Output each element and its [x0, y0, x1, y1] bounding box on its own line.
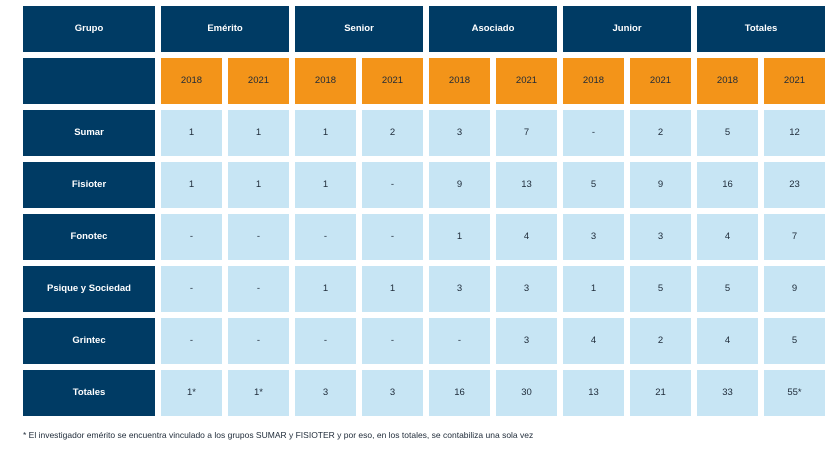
year-header: 2021 [764, 58, 825, 104]
table-cell: 5 [697, 266, 758, 312]
table-cell: 5 [764, 318, 825, 364]
table-cell: - [429, 318, 490, 364]
table-cell: 3 [630, 214, 691, 260]
table-cell: 9 [630, 162, 691, 208]
year-header: 2018 [295, 58, 356, 104]
table-cell: - [295, 214, 356, 260]
table-cell: 4 [697, 318, 758, 364]
table-cell: 13 [563, 370, 624, 416]
table-cell: 1 [295, 162, 356, 208]
table-cell: 2 [630, 110, 691, 156]
table-cell: 3 [429, 110, 490, 156]
table-cell: 1 [295, 266, 356, 312]
table-cell: - [161, 214, 222, 260]
table-cell: - [362, 162, 423, 208]
row-label-fisioter: Fisioter [23, 162, 155, 208]
table-cell: 55* [764, 370, 825, 416]
table-cell: 5 [630, 266, 691, 312]
row-label-fonotec: Fonotec [23, 214, 155, 260]
table-cell: 1 [362, 266, 423, 312]
header-category-totales: Totales [697, 6, 825, 52]
table-cell: 3 [429, 266, 490, 312]
table-cell: 12 [764, 110, 825, 156]
header-category-asociado: Asociado [429, 6, 557, 52]
year-header: 2021 [496, 58, 557, 104]
year-header: 2018 [429, 58, 490, 104]
table-cell: 1 [295, 110, 356, 156]
table-cell: - [228, 214, 289, 260]
table-cell: 9 [429, 162, 490, 208]
table-cell: 4 [496, 214, 557, 260]
table-cell: - [228, 266, 289, 312]
table-cell: 1 [161, 162, 222, 208]
table-cell: 13 [496, 162, 557, 208]
row-label-sumar: Sumar [23, 110, 155, 156]
footnote: * El investigador emérito se encuentra v… [23, 430, 534, 440]
table-cell: 9 [764, 266, 825, 312]
table-cell: 7 [496, 110, 557, 156]
table-cell: - [563, 110, 624, 156]
row-label-grintec: Grintec [23, 318, 155, 364]
table-cell: - [228, 318, 289, 364]
row-label-totales: Totales [23, 370, 155, 416]
table-cell: 1 [228, 110, 289, 156]
table-cell: 1* [161, 370, 222, 416]
year-header: 2018 [563, 58, 624, 104]
table-cell: 1* [228, 370, 289, 416]
table-cell: 3 [362, 370, 423, 416]
table-cell: 3 [496, 318, 557, 364]
table-cell: 2 [630, 318, 691, 364]
table-cell: 1 [563, 266, 624, 312]
table-cell: 5 [697, 110, 758, 156]
row-label-psique-y-sociedad: Psique y Sociedad [23, 266, 155, 312]
table-cell: 23 [764, 162, 825, 208]
header-group: Grupo [23, 6, 155, 52]
table-cell: 3 [295, 370, 356, 416]
table-cell: 21 [630, 370, 691, 416]
table-cell: - [161, 318, 222, 364]
year-header: 2018 [161, 58, 222, 104]
header-category-senior: Senior [295, 6, 423, 52]
header-blank [23, 58, 155, 104]
table-cell: 1 [429, 214, 490, 260]
table-cell: 1 [161, 110, 222, 156]
table-cell: 4 [563, 318, 624, 364]
table-cell: 33 [697, 370, 758, 416]
table-cell: 5 [563, 162, 624, 208]
table-cell: 7 [764, 214, 825, 260]
table-cell: - [161, 266, 222, 312]
table-cell: 16 [429, 370, 490, 416]
table-cell: 30 [496, 370, 557, 416]
year-header: 2021 [362, 58, 423, 104]
table-cell: 4 [697, 214, 758, 260]
year-header: 2021 [630, 58, 691, 104]
header-category-junior: Junior [563, 6, 691, 52]
table-cell: 3 [563, 214, 624, 260]
year-header: 2018 [697, 58, 758, 104]
header-category-emerito: Emérito [161, 6, 289, 52]
research-groups-table: Grupo Emérito Senior Asociado Junior Tot… [23, 6, 825, 416]
year-header: 2021 [228, 58, 289, 104]
table-cell: 16 [697, 162, 758, 208]
table-cell: 1 [228, 162, 289, 208]
table-cell: - [295, 318, 356, 364]
table-cell: 2 [362, 110, 423, 156]
table-cell: - [362, 214, 423, 260]
table-cell: 3 [496, 266, 557, 312]
table-cell: - [362, 318, 423, 364]
